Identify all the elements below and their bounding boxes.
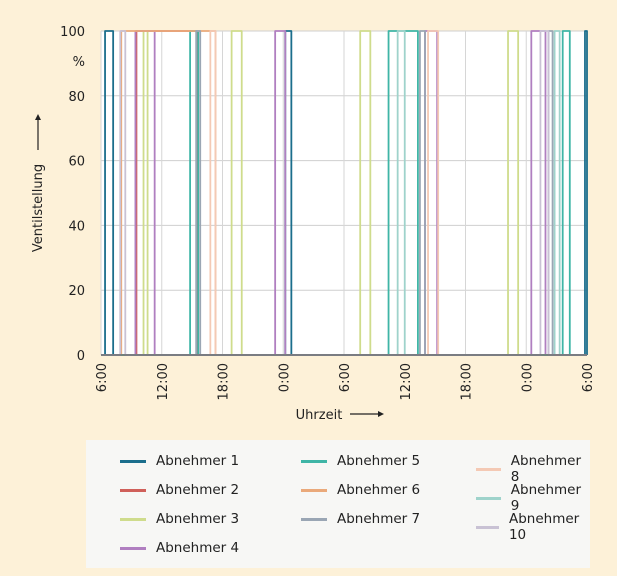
legend-item: Abnehmer 4 [120, 540, 239, 556]
legend-item: Abnehmer 7 [301, 511, 420, 527]
x-tick-label: 12:00 [399, 363, 414, 400]
legend-label: Abnehmer 2 [156, 482, 240, 498]
y-tick-label: 100 [60, 25, 85, 40]
legend-item: Abnehmer 6 [301, 482, 420, 498]
legend-label: Abnehmer 5 [337, 453, 421, 469]
y-tick-label: 80 [68, 90, 85, 105]
y-tick-label: 60 [68, 155, 85, 170]
legend-label: Abnehmer 9 [510, 482, 582, 514]
legend-swatch [301, 517, 327, 521]
legend-item: Abnehmer 10 [476, 511, 590, 543]
chart: 0 20 40 60 80 100 6:00 12:00 18:00 0:00 6:00 12:00 1… [31, 25, 596, 423]
legend-swatch [120, 488, 146, 492]
legend-label: Abnehmer 1 [156, 453, 240, 469]
series-line-abnehmer-7 [101, 30, 587, 356]
legend-item: Abnehmer 5 [301, 453, 420, 469]
y-tick-label: 0 [77, 349, 85, 364]
y-unit-label: % [73, 55, 85, 70]
x-tick-label: 12:00 [156, 363, 171, 400]
legend-swatch [476, 496, 501, 500]
x-tick-label: 0:00 [520, 363, 535, 392]
legend-swatch [301, 488, 327, 492]
legend-swatch [120, 517, 146, 521]
legend-label: Abnehmer 10 [508, 511, 580, 543]
legend: Abnehmer 1 Abnehmer 2 Abnehmer 3 Abnehmer 4… [86, 440, 590, 568]
y-tick-label: 20 [68, 284, 85, 299]
legend-label: Abnehmer 7 [337, 511, 421, 527]
x-tick-label: 18:00 [460, 363, 475, 400]
x-tick-label: 6:00 [338, 363, 353, 392]
legend-swatch [120, 546, 146, 550]
legend-swatch [476, 467, 501, 471]
legend-item: Abnehmer 2 [120, 482, 239, 498]
y-axis-label: Ventilstellung [31, 164, 46, 252]
legend-label: Abnehmer 4 [156, 540, 240, 556]
x-tick-label: 6:00 [581, 363, 596, 392]
legend-item: Abnehmer 3 [120, 511, 239, 527]
legend-swatch [476, 525, 499, 529]
x-tick-label: 6:00 [95, 363, 110, 392]
legend-label: Abnehmer 3 [156, 511, 240, 527]
legend-item: Abnehmer 8 [476, 453, 590, 485]
legend-item: Abnehmer 1 [120, 453, 239, 469]
x-axis-label: Uhrzeit [296, 408, 343, 423]
legend-label: Abnehmer 6 [337, 482, 421, 498]
legend-label: Abnehmer 8 [510, 453, 582, 485]
y-tick-label: 40 [68, 219, 85, 234]
legend-swatch [120, 459, 146, 463]
legend-swatch [301, 459, 327, 463]
legend-item: Abnehmer 9 [476, 482, 590, 514]
x-tick-label: 18:00 [217, 363, 232, 400]
x-tick-label: 0:00 [277, 363, 292, 392]
